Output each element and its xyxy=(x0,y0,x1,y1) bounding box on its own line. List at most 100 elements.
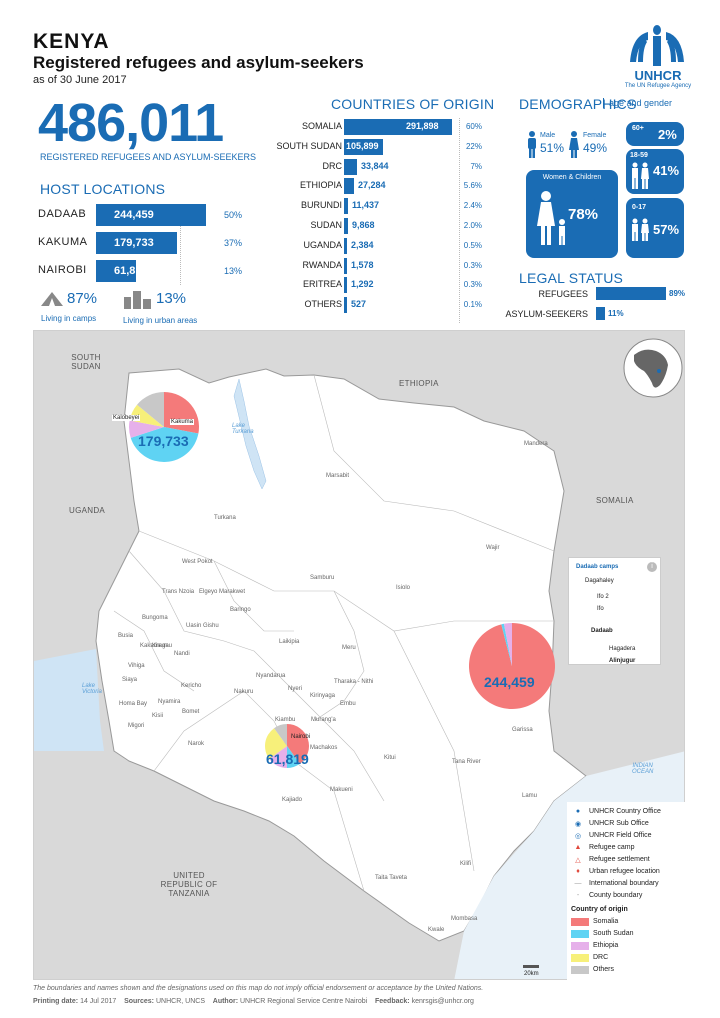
footer-disclaimer: The boundaries and names shown and the d… xyxy=(33,985,484,992)
origin-name: DRC xyxy=(322,160,343,171)
origin-value: 1,292 xyxy=(351,279,374,290)
origin-pct: 7% xyxy=(470,161,482,171)
legend-row: - County boundary xyxy=(571,890,681,901)
kakuma-value: 179,733 xyxy=(138,433,189,449)
nairobi-label: Nairobi xyxy=(291,734,311,740)
origin-pct: 2.4% xyxy=(463,201,482,211)
host-location-row: NAIROBI 61,819 13% xyxy=(38,260,242,282)
legend-color-row: South Sudan xyxy=(571,928,681,939)
origin-row: ETHIOPIA 27,284 5.6% xyxy=(272,178,482,195)
legend-color-label: South Sudan xyxy=(593,930,634,937)
legend-row: ● UNHCR Country Office xyxy=(571,806,681,817)
camps-pct: 87% xyxy=(67,290,98,307)
legend-row: ♦ Urban refugee location xyxy=(571,866,681,877)
origin-row: BURUNDI 11,437 2.4% xyxy=(272,198,482,215)
origin-bar xyxy=(344,237,347,254)
origin-bar xyxy=(344,257,347,274)
nairobi-value: 61,819 xyxy=(266,751,309,767)
male-pct: 51% xyxy=(540,141,565,155)
camps-label: Living in camps xyxy=(41,314,97,323)
origin-row: OTHERS 527 0.1% xyxy=(272,297,482,314)
county-label: Turkana xyxy=(214,515,236,521)
legend-color-label: Somalia xyxy=(593,918,619,925)
feedback[interactable]: kenrsgis@unhcr.org xyxy=(411,998,474,1005)
legend-label: UNHCR Field Office xyxy=(589,832,652,839)
dadaab-camp-label: Hagadera xyxy=(609,646,636,652)
pie-slice xyxy=(287,746,300,768)
county-label: Kakamega xyxy=(140,643,169,649)
locator-globe xyxy=(623,338,683,398)
urban-label: Living in urban areas xyxy=(123,316,198,325)
origin-pct: 5.6% xyxy=(463,181,482,191)
origin-value: 291,898 xyxy=(406,121,439,131)
origin-value: 527 xyxy=(351,299,367,310)
county-label: Nyeri xyxy=(288,686,303,692)
county-label: Kilifi xyxy=(460,861,472,867)
label-south-sudan: SOUTH SUDAN xyxy=(71,353,101,371)
legend-swatch xyxy=(571,953,589,962)
women-children-label: Women & Children xyxy=(542,174,602,181)
county-label: Meru xyxy=(342,645,356,651)
county-label: Kisumu xyxy=(152,643,173,649)
logo-text: UNHCR xyxy=(634,68,682,83)
origin-bar xyxy=(344,119,452,135)
origin-name: ETHIOPIA xyxy=(299,180,342,191)
dadaab-inset: Dadaab camps i Dagahaley Ifo 2 Ifo Dadaab Ha… xyxy=(568,557,661,665)
host-location-name: DADAAB xyxy=(38,208,87,220)
origin-value: 33,844 xyxy=(361,160,389,171)
dadaab-camp-label: Dadaab xyxy=(591,628,613,634)
county-label: Trans Nzoia xyxy=(162,589,195,595)
age-18-label: 18-59 xyxy=(630,152,648,159)
county-label: Machakos xyxy=(310,745,338,751)
nairobi-pie xyxy=(265,724,309,768)
county-label: Nakuru xyxy=(234,689,254,695)
origin-heading: COUNTRIES OF ORIGIN xyxy=(331,96,495,112)
county-label: Uasin Gishu xyxy=(186,623,219,629)
host-location-pct: 13% xyxy=(224,266,243,276)
label-tanzania: UNITED REPUBLIC OF TANZANIA xyxy=(160,871,218,898)
legend-label: Refugee settlement xyxy=(589,856,650,863)
legend-swatch xyxy=(571,965,589,974)
dadaab-inset-title: Dadaab camps xyxy=(576,564,619,570)
dadaab-camp-label: Dagahaley xyxy=(585,578,614,584)
host-locations-heading: HOST LOCATIONS xyxy=(40,181,166,197)
label-lake-victoria: Lake Victoria xyxy=(82,683,102,695)
county-label: Nandi xyxy=(174,651,190,657)
unhcr-logo-icon xyxy=(630,25,684,66)
county-label: Laikipia xyxy=(279,639,300,645)
label-ethiopia: ETHIOPIA xyxy=(399,379,439,388)
legal-status-name: ASYLUM-SEEKERS xyxy=(505,309,588,319)
origin-bar xyxy=(344,198,348,215)
women-children-icon xyxy=(537,191,565,245)
info-icon[interactable]: i xyxy=(647,562,657,572)
office-icon: ● xyxy=(575,808,581,815)
label-lake-turkana: Lake Turkana xyxy=(232,423,254,435)
legal-status-heading: LEGAL STATUS xyxy=(519,270,624,286)
kakuma-label: Kakuma xyxy=(170,419,195,425)
female-icon xyxy=(569,131,579,158)
legend-row: ◎ UNHCR Field Office xyxy=(571,830,681,841)
legend-label: Urban refugee location xyxy=(589,868,660,875)
county-boundary-icon: - xyxy=(576,892,580,899)
legend-color-row: Somalia xyxy=(571,916,681,927)
origin-row: SUDAN 9,868 2.0% xyxy=(272,218,482,234)
origin-value: 27,284 xyxy=(358,180,386,191)
legend-swatch xyxy=(571,917,589,926)
urban-location-icon: ♦ xyxy=(576,868,580,875)
legend-label: County boundary xyxy=(589,892,643,899)
demographics-subheading: age and gender xyxy=(603,98,672,108)
county-label: Bungoma xyxy=(142,615,168,621)
origin-pct: 0.5% xyxy=(463,240,482,250)
origin-name: SUDAN xyxy=(310,220,342,230)
intl-boundary-icon: — xyxy=(574,880,582,887)
origin-row: SOMALIA 291,898 60% xyxy=(272,119,482,135)
women-children-box: Women & Children 78% xyxy=(526,170,618,258)
total-label: REGISTERED REFUGEES AND ASYLUM-SEEKERS xyxy=(40,152,257,162)
origin-bar xyxy=(344,277,347,294)
age-0-box: 0-17 57% xyxy=(626,198,684,258)
legend-label: International boundary xyxy=(589,880,659,887)
legal-status-name: REFUGEES xyxy=(538,289,588,299)
county-label: Narok xyxy=(188,741,205,747)
origin-bar xyxy=(344,178,354,195)
county-label: Kitui xyxy=(384,755,396,761)
